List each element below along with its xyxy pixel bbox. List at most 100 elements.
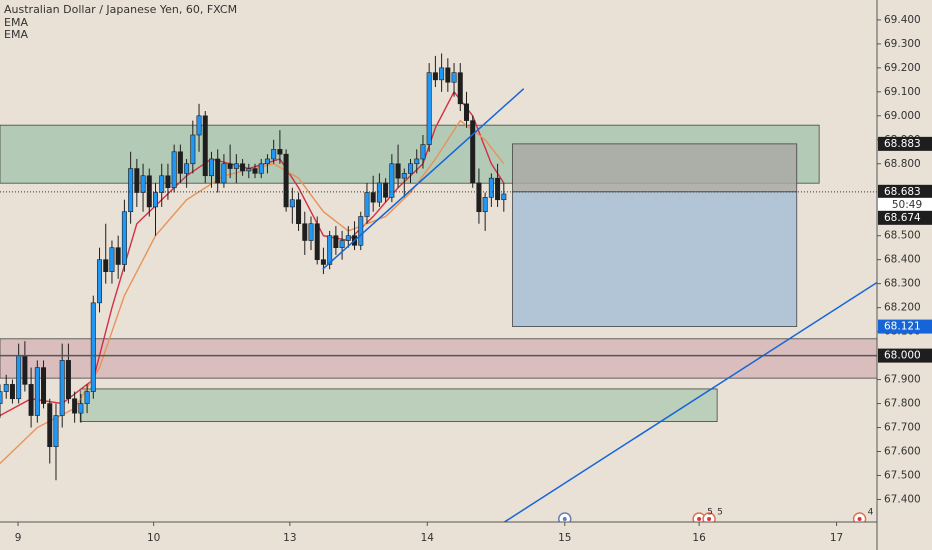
last-price-badge-label: 68.683 xyxy=(884,186,921,198)
y-tick-label: 68.200 xyxy=(884,302,921,314)
candle-body xyxy=(227,163,233,169)
candle-body xyxy=(196,115,202,136)
candle-body xyxy=(208,158,214,177)
price-badge-label: 68.000 xyxy=(884,350,921,362)
event-dot xyxy=(562,517,567,521)
candle-body xyxy=(34,367,40,416)
candle-body xyxy=(9,384,15,400)
candle-body xyxy=(383,182,389,198)
y-tick-label: 69.100 xyxy=(884,86,921,98)
x-tick-label: 15 xyxy=(558,532,571,544)
candle-body xyxy=(221,163,227,184)
y-tick-label: 68.400 xyxy=(884,254,921,266)
candle-body xyxy=(470,120,476,184)
y-tick-label: 67.600 xyxy=(884,446,921,458)
candle-body xyxy=(476,182,482,213)
candle-body xyxy=(240,163,246,172)
candle-body xyxy=(41,367,47,404)
candle-body xyxy=(184,163,190,174)
x-tick-label: 16 xyxy=(692,532,706,544)
candle-body xyxy=(65,360,71,400)
x-tick-label: 10 xyxy=(147,532,160,544)
bid-badge xyxy=(878,210,932,225)
bid-badge-label: 68.674 xyxy=(884,212,921,224)
candle-body xyxy=(445,67,451,83)
candle-body xyxy=(47,403,53,448)
event-dot xyxy=(857,517,862,521)
candle-body xyxy=(84,391,90,404)
candle-body xyxy=(389,163,395,198)
candle-body xyxy=(0,391,3,404)
candle-body xyxy=(308,223,314,241)
x-tick-label: 9 xyxy=(15,532,22,544)
candle-body xyxy=(426,72,432,145)
candle-body xyxy=(451,72,457,83)
candle-body xyxy=(97,259,103,304)
candle-body xyxy=(364,192,370,217)
candle-body xyxy=(258,163,264,174)
x-tick-label: 17 xyxy=(830,532,843,544)
candle-body xyxy=(271,149,277,160)
candle-body xyxy=(90,302,96,392)
candle-body xyxy=(457,72,463,105)
candle-body xyxy=(16,355,22,400)
candle-body xyxy=(414,158,420,165)
candle-body xyxy=(171,151,177,189)
y-tick-label: 68.800 xyxy=(884,158,921,170)
x-tick-label: 14 xyxy=(421,532,435,544)
candle-body xyxy=(53,415,59,448)
y-tick-label: 68.500 xyxy=(884,230,921,242)
candle-body xyxy=(159,175,165,193)
price-badge-label: 68.121 xyxy=(884,321,921,333)
candle-body xyxy=(482,197,488,213)
candle-body xyxy=(115,247,121,265)
y-tick-label: 67.900 xyxy=(884,374,921,386)
candle-body xyxy=(296,199,302,225)
candle-body xyxy=(408,163,414,174)
y-tick-label: 69.000 xyxy=(884,110,921,122)
y-tick-label: 69.300 xyxy=(884,38,921,50)
y-tick-label: 69.200 xyxy=(884,62,921,74)
candle-body xyxy=(463,103,469,121)
y-tick-label: 69.400 xyxy=(884,14,921,26)
x-tick-label: 13 xyxy=(283,532,296,544)
price-badge xyxy=(878,136,932,151)
candle-body xyxy=(420,144,426,160)
candle-body xyxy=(152,192,158,208)
candle-body xyxy=(345,235,351,241)
candle-body xyxy=(246,168,252,172)
y-tick-label: 67.400 xyxy=(884,493,921,505)
candle-body xyxy=(339,240,345,248)
candle-body xyxy=(302,223,308,241)
countdown-badge xyxy=(878,197,932,212)
candle-body xyxy=(233,163,239,169)
candle-body xyxy=(277,149,283,155)
event-count: 5 xyxy=(707,508,713,518)
candle-body xyxy=(121,211,127,265)
candle-body xyxy=(283,153,289,208)
y-tick-label: 67.800 xyxy=(884,398,921,410)
candle-body xyxy=(264,158,270,165)
candle-body xyxy=(495,177,501,201)
event-count: 4 xyxy=(868,508,874,518)
candle-body xyxy=(320,259,326,265)
candle-body xyxy=(215,158,221,184)
plot-area xyxy=(0,53,877,522)
candle-body xyxy=(72,398,78,414)
candle-body xyxy=(78,403,84,414)
last-price-badge xyxy=(878,184,932,199)
event-dot xyxy=(707,517,712,521)
candle-body xyxy=(103,259,109,272)
chart-title: Australian Dollar / Japanese Yen, 60, FX… xyxy=(4,3,237,16)
candle-body xyxy=(333,235,339,248)
zone xyxy=(0,338,877,379)
event-dot xyxy=(697,517,702,521)
candle-body xyxy=(165,175,171,189)
candle-body xyxy=(327,235,333,265)
zone xyxy=(79,388,718,422)
candle-body xyxy=(202,115,208,177)
candle-body xyxy=(432,72,438,81)
candle-body xyxy=(439,67,445,81)
candle-body xyxy=(370,192,376,203)
